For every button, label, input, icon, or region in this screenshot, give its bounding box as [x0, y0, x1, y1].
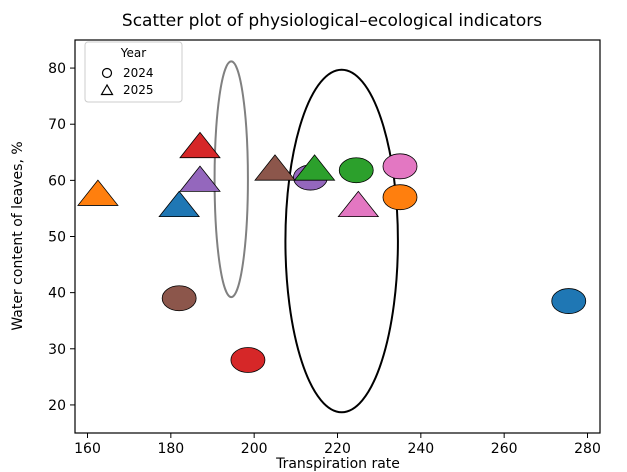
chart-title: Scatter plot of physiological–ecological…: [122, 11, 542, 31]
y-axis-ticks: 20 30 40 50 60 70 80: [48, 61, 75, 414]
y-tick-label: 70: [48, 117, 66, 133]
legend-entry-label: 2024: [123, 66, 154, 80]
legend: Year 2024 2025: [84, 41, 183, 103]
triangle-point-8: [158, 190, 200, 218]
triangle-point-11: [179, 131, 221, 159]
x-tick-label: 180: [157, 441, 184, 457]
circle-point-7: [382, 153, 418, 180]
legend-triangle-icon: [100, 83, 114, 96]
triangle-point-14: [337, 190, 380, 218]
legend-title: Year: [120, 46, 146, 60]
confidence-ellipse-1: [213, 60, 249, 299]
triangle-point-13: [254, 154, 296, 181]
x-tick-label: 280: [574, 441, 601, 457]
x-tick-label: 240: [407, 441, 434, 457]
confidence-ellipses: [213, 60, 399, 414]
confidence-ellipse-2: [284, 68, 399, 414]
y-tick-label: 80: [48, 61, 66, 77]
circle-point-3: [338, 157, 374, 184]
triangle-point-10: [293, 154, 336, 181]
triangle-point-9: [77, 179, 119, 206]
circle-point-2: [382, 184, 418, 211]
triangle-point-12: [179, 165, 221, 192]
x-axis-label: Transpiration rate: [275, 456, 400, 472]
x-axis-ticks: 160 180 200 220 240 260 280: [74, 433, 601, 457]
x-tick-label: 200: [241, 441, 268, 457]
y-tick-label: 60: [48, 173, 66, 189]
legend-entry-label: 2025: [123, 83, 154, 97]
y-tick-label: 20: [48, 398, 66, 414]
y-axis-label: Water content of leaves, %: [10, 141, 26, 330]
y-tick-label: 50: [48, 230, 66, 246]
circle-point-6: [161, 285, 197, 312]
circle-point-1: [551, 288, 587, 314]
legend-circle-icon: [101, 67, 113, 79]
x-tick-label: 260: [491, 441, 518, 457]
x-tick-label: 160: [74, 441, 101, 457]
legend-box: [84, 41, 183, 103]
y-tick-label: 40: [48, 286, 66, 302]
x-tick-label: 220: [324, 441, 351, 457]
data-points: [77, 131, 587, 373]
circle-point-4: [230, 347, 266, 373]
y-tick-label: 30: [48, 342, 66, 358]
